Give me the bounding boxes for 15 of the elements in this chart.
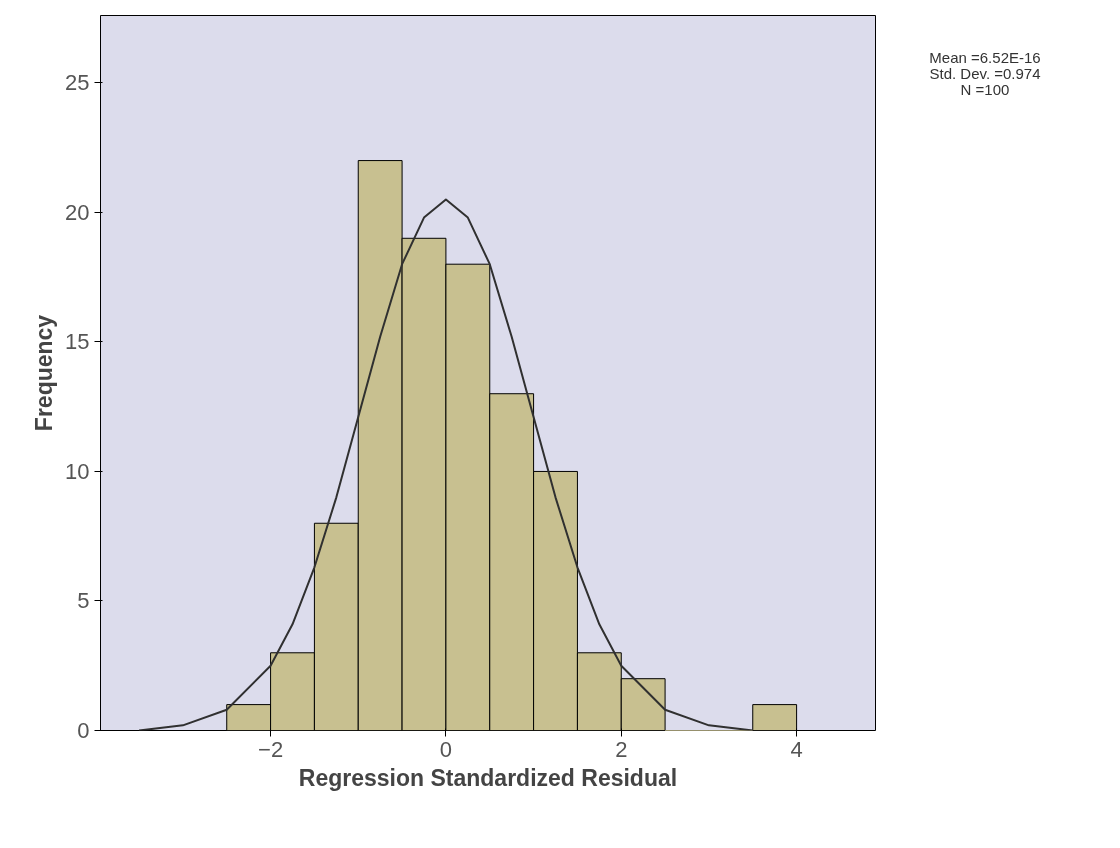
- y-tick-label: 10: [65, 458, 90, 484]
- x-tick-label: 2: [615, 736, 628, 762]
- y-axis-title: Frequency: [31, 314, 58, 432]
- text: N =100: [960, 81, 1010, 98]
- y-tick-label: 0: [77, 718, 90, 743]
- x-tick-label: −2: [258, 736, 284, 762]
- x-tick-label: 4: [790, 736, 803, 762]
- y-tick-label: 5: [77, 588, 90, 614]
- text: Std. Dev. =0.974: [929, 65, 1041, 82]
- x-axis-title: Regression Standardized Residual: [298, 764, 678, 791]
- y-tick-label: 25: [65, 70, 90, 96]
- y-tick-label: 15: [65, 329, 90, 355]
- text: Mean =6.52E-16: [929, 49, 1041, 66]
- x-tick-label: 0: [439, 736, 453, 762]
- y-tick-label: 20: [65, 199, 90, 225]
